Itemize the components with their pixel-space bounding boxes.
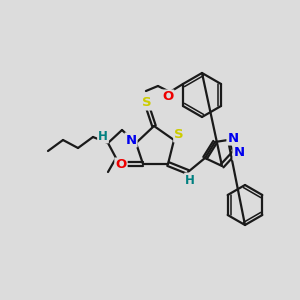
Text: N: N	[233, 146, 244, 160]
Text: H: H	[185, 173, 195, 187]
Text: N: N	[227, 131, 239, 145]
Text: O: O	[116, 158, 127, 172]
Text: O: O	[162, 91, 174, 103]
Text: N: N	[125, 134, 136, 146]
Text: H: H	[98, 130, 108, 142]
Text: S: S	[142, 97, 152, 110]
Text: S: S	[174, 128, 184, 142]
